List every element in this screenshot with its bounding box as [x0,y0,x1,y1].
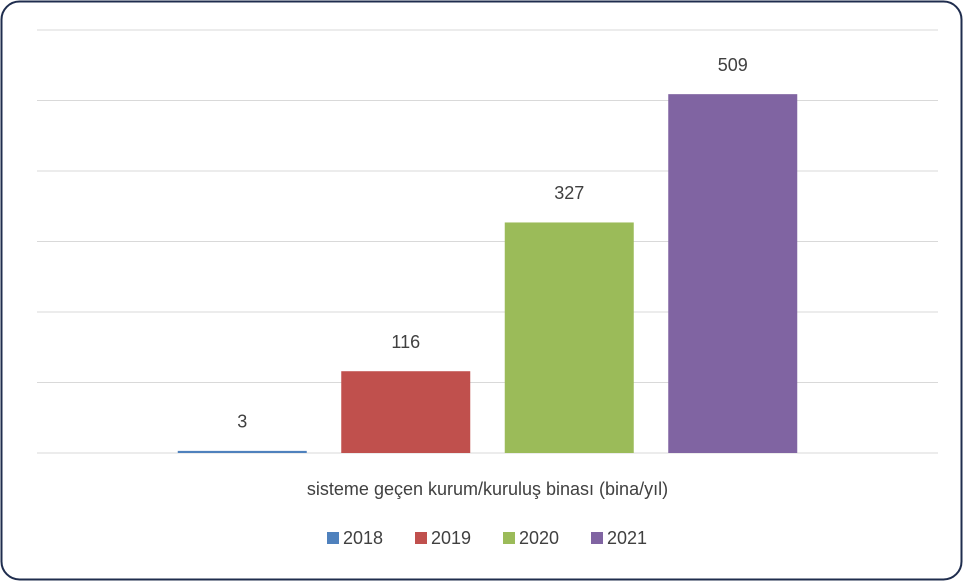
legend-swatch [591,532,603,544]
legend-label: 2020 [519,528,559,548]
bar [341,371,471,453]
legend-swatch [327,532,339,544]
data-label: 509 [718,55,748,75]
bar [177,450,307,453]
data-label: 116 [391,332,420,352]
data-label: 327 [554,183,584,203]
data-label: 3 [237,412,247,432]
legend-swatch [415,532,427,544]
legend-label: 2018 [343,528,383,548]
legend-swatch [503,532,515,544]
bar [504,222,634,453]
x-tick-label: sisteme geçen kurum/kuruluş binası (bina… [307,479,668,499]
legend-label: 2021 [607,528,647,548]
legend-label: 2019 [431,528,471,548]
bar [668,94,798,453]
